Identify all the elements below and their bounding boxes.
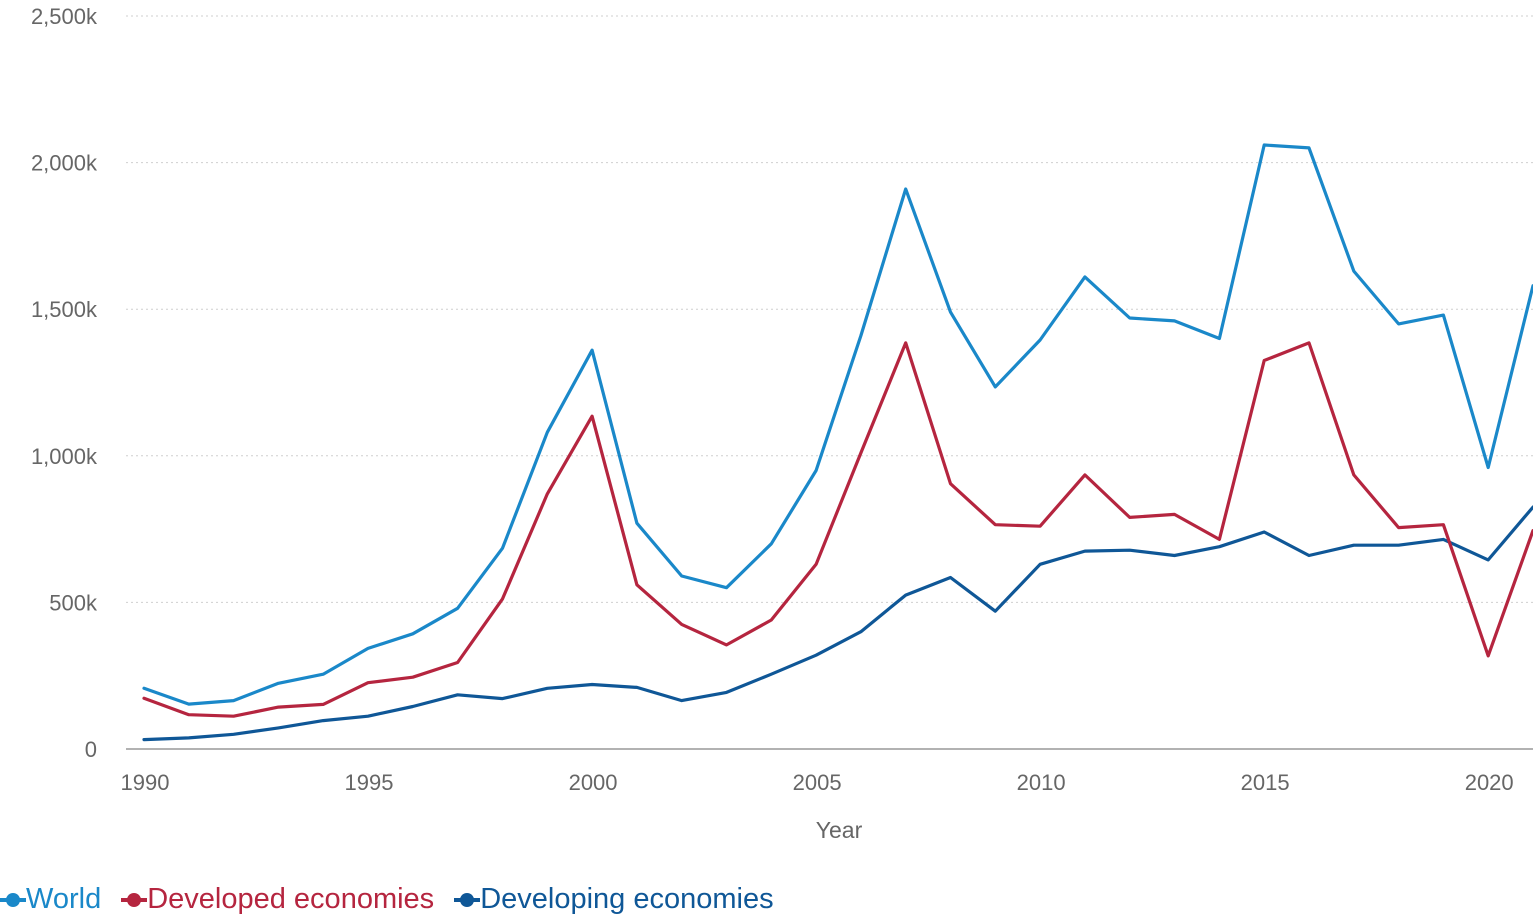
y-tick-label: 1,500k xyxy=(31,297,98,322)
line-chart: 0 500k 1,000k 1,500k 2,000k 2,500k 1990 1995 20… xyxy=(31,4,1533,843)
y-tick-label: 2,000k xyxy=(31,151,98,176)
legend-item-developing-economies[interactable]: Developing economies xyxy=(454,883,774,916)
series-line-world xyxy=(142,143,1533,706)
plot-area xyxy=(142,143,1533,742)
x-tick-label: 1995 xyxy=(345,770,394,795)
legend-marker-icon xyxy=(454,887,481,913)
x-tick-label: 1990 xyxy=(121,770,170,795)
x-tick-label: 2010 xyxy=(1017,770,1066,795)
legend-item-world[interactable]: World xyxy=(0,883,101,916)
y-tick-label: 2,500k xyxy=(31,4,98,29)
legend-label: Developed economies xyxy=(147,883,435,915)
legend: World Developed economies Developing econo… xyxy=(0,882,794,917)
x-tick-label: 2000 xyxy=(569,770,618,795)
x-tick-label: 2015 xyxy=(1241,770,1290,795)
y-tick-label: 1,000k xyxy=(31,444,98,469)
legend-marker-icon xyxy=(0,887,26,913)
legend-label: Developing economies xyxy=(480,883,774,915)
legend-label: World xyxy=(26,883,102,915)
x-tick-label: 2005 xyxy=(793,770,842,795)
grid-lines xyxy=(126,15,1533,603)
legend-item-developed-economies[interactable]: Developed economies xyxy=(121,883,434,916)
x-axis: 1990 1995 2000 2005 2010 2015 2020 xyxy=(121,770,1514,795)
x-tick-label: 2020 xyxy=(1465,770,1514,795)
legend-marker-icon xyxy=(121,887,148,913)
y-tick-label: 0 xyxy=(85,737,97,762)
y-axis: 0 500k 1,000k 1,500k 2,000k 2,500k xyxy=(31,4,98,762)
y-tick-label: 500k xyxy=(49,590,98,615)
x-axis-title: Year xyxy=(816,817,863,843)
series-line-developing-economies xyxy=(142,505,1533,742)
series-line-developed-economies xyxy=(142,341,1533,718)
